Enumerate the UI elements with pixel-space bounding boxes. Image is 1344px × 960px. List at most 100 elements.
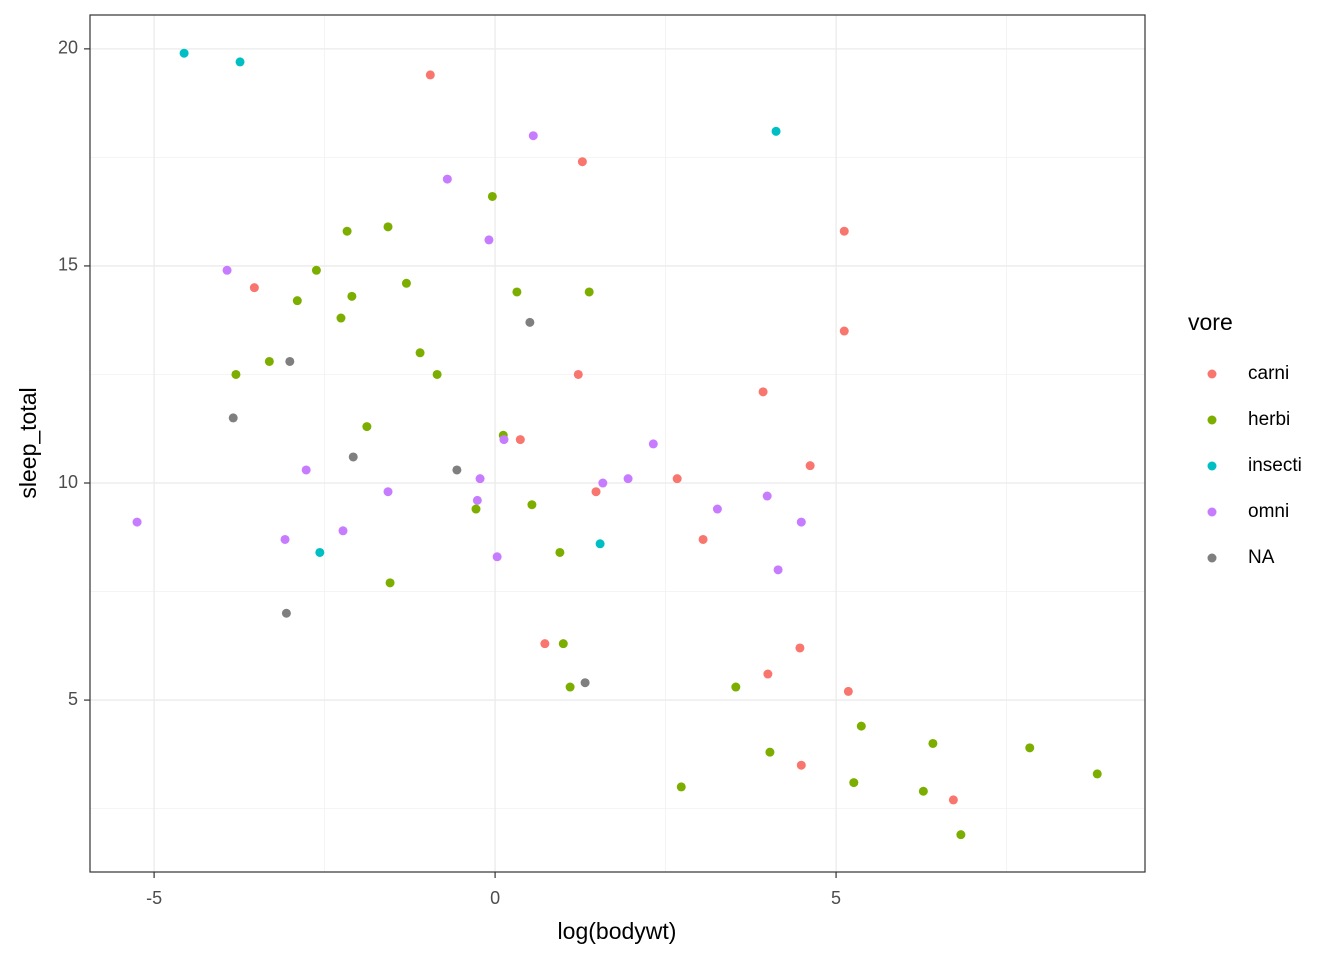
- point: [311, 265, 321, 275]
- point: [475, 474, 485, 484]
- x-tick-label: 5: [831, 888, 841, 908]
- point: [796, 517, 806, 527]
- point: [948, 795, 958, 805]
- point: [796, 760, 806, 770]
- point: [179, 48, 189, 58]
- point: [591, 487, 601, 497]
- panel-border: [89, 14, 1146, 873]
- point: [843, 686, 853, 696]
- legend-label: carni: [1248, 363, 1289, 384]
- point: [512, 287, 522, 297]
- point: [347, 291, 357, 301]
- y-axis-title: sleep_total: [15, 387, 41, 498]
- point: [712, 504, 722, 514]
- point: [580, 678, 590, 688]
- point: [132, 517, 142, 527]
- grid: [90, 15, 1145, 872]
- y-tick-label: 5: [68, 689, 78, 709]
- point: [1025, 743, 1035, 753]
- point: [773, 565, 783, 575]
- point: [731, 682, 741, 692]
- point: [222, 265, 232, 275]
- point: [492, 552, 502, 562]
- point: [839, 226, 849, 236]
- x-tick-label: -5: [146, 888, 162, 908]
- point: [383, 487, 393, 497]
- point: [281, 608, 291, 618]
- point: [383, 222, 393, 232]
- point: [471, 504, 481, 514]
- point: [1092, 769, 1102, 779]
- y-tick-label: 10: [58, 472, 78, 492]
- points: [132, 48, 1102, 840]
- point: [515, 435, 525, 445]
- point: [432, 369, 442, 379]
- point: [385, 578, 395, 588]
- legend-marker: [1207, 369, 1217, 379]
- point: [771, 126, 781, 136]
- point: [487, 191, 497, 201]
- point: [765, 747, 775, 757]
- point: [598, 478, 608, 488]
- point: [623, 474, 633, 484]
- point: [555, 547, 565, 557]
- point: [763, 669, 773, 679]
- point: [362, 422, 372, 432]
- point: [672, 474, 682, 484]
- point: [231, 369, 241, 379]
- point: [442, 174, 452, 184]
- legend-title: vore: [1188, 309, 1233, 335]
- legend-label: omni: [1248, 501, 1289, 522]
- legend-label: NA: [1248, 547, 1275, 568]
- point: [565, 682, 575, 692]
- legend-label: herbi: [1248, 409, 1290, 430]
- legend-label: insecti: [1248, 455, 1302, 476]
- point: [249, 283, 259, 293]
- point: [264, 356, 274, 366]
- point: [527, 500, 537, 510]
- point: [956, 830, 966, 840]
- point: [280, 534, 290, 544]
- point: [342, 226, 352, 236]
- point: [336, 313, 346, 323]
- point: [584, 287, 594, 297]
- y-tick-label: 15: [58, 255, 78, 275]
- point: [315, 547, 325, 557]
- point: [285, 356, 295, 366]
- point: [472, 495, 482, 505]
- legend-marker: [1207, 507, 1217, 517]
- point: [338, 526, 348, 536]
- point: [849, 778, 859, 788]
- point: [452, 465, 462, 475]
- point: [292, 296, 302, 306]
- point: [499, 435, 509, 445]
- point: [301, 465, 311, 475]
- point: [918, 786, 928, 796]
- point: [928, 738, 938, 748]
- point: [235, 57, 245, 67]
- point: [348, 452, 358, 462]
- legend-marker: [1207, 553, 1217, 563]
- point: [698, 534, 708, 544]
- point: [839, 326, 849, 336]
- point: [484, 235, 494, 245]
- point: [558, 639, 568, 649]
- point: [762, 491, 772, 501]
- point: [676, 782, 686, 792]
- point: [648, 439, 658, 449]
- point: [540, 639, 550, 649]
- point: [228, 413, 238, 423]
- point: [401, 278, 411, 288]
- point: [577, 157, 587, 167]
- point: [856, 721, 866, 731]
- x-tick-label: 0: [490, 888, 500, 908]
- legend-marker: [1207, 461, 1217, 471]
- y-tick-label: 20: [58, 38, 78, 58]
- point: [795, 643, 805, 653]
- point: [573, 369, 583, 379]
- point: [805, 461, 815, 471]
- point: [425, 70, 435, 80]
- x-axis-title: log(bodywt): [558, 918, 677, 944]
